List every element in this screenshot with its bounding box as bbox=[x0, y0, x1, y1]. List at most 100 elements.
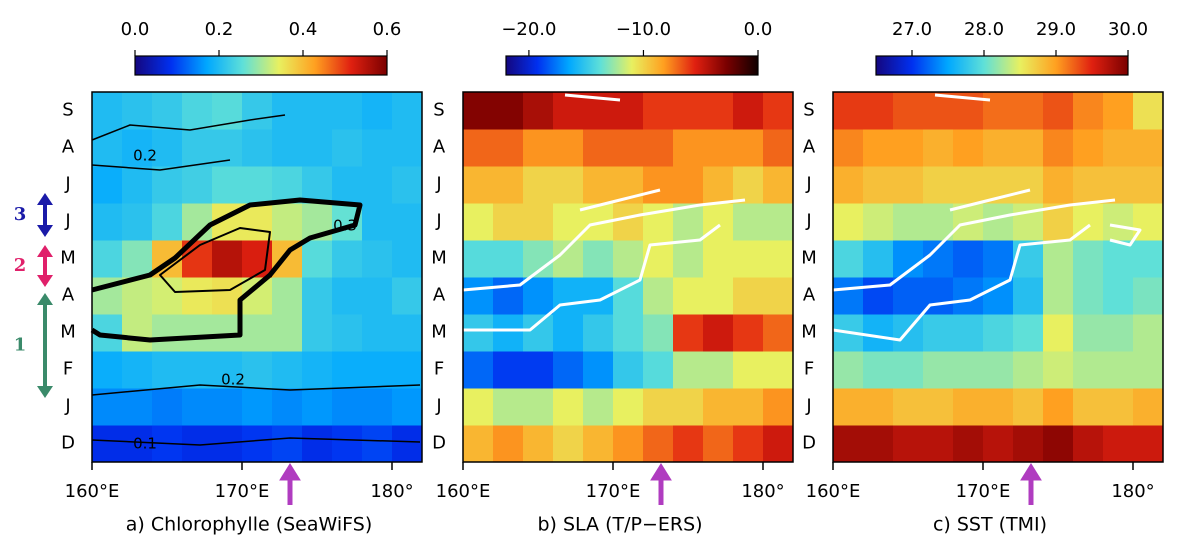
y-tick-label: J bbox=[805, 396, 811, 417]
heatmap-cell bbox=[673, 351, 704, 389]
phase-arrow-head bbox=[37, 193, 53, 237]
y-tick-label: J bbox=[64, 396, 70, 417]
heatmap-cell bbox=[923, 92, 954, 130]
heatmap-cell bbox=[362, 425, 393, 463]
heatmap-cell bbox=[1043, 351, 1074, 389]
heatmap-cell bbox=[833, 129, 864, 167]
heatmap-cell bbox=[122, 425, 153, 463]
heatmap-cell bbox=[833, 425, 864, 463]
heatmap-cell bbox=[953, 129, 984, 167]
y-tick-label: J bbox=[64, 211, 70, 232]
contour-line bbox=[90, 197, 363, 343]
heatmap-cell bbox=[392, 351, 423, 389]
heatmap-cell bbox=[92, 203, 123, 241]
plot-frame bbox=[91, 91, 423, 463]
heatmap-cell bbox=[613, 92, 644, 130]
plot-frame bbox=[462, 91, 794, 463]
heatmap-cell bbox=[242, 166, 273, 204]
heatmap-cell bbox=[833, 203, 864, 241]
heatmap-cell bbox=[122, 129, 153, 167]
heatmap-cell bbox=[863, 240, 894, 278]
heatmap-cell bbox=[242, 314, 273, 352]
heatmap-cell bbox=[302, 425, 333, 463]
heatmap-cell bbox=[613, 351, 644, 389]
heatmap-cell bbox=[182, 351, 213, 389]
heatmap-cell bbox=[122, 92, 153, 130]
heatmap-cell bbox=[1103, 314, 1134, 352]
heatmap-cell bbox=[1133, 388, 1164, 426]
heatmap-cell bbox=[763, 129, 794, 167]
heatmap-cell bbox=[242, 388, 273, 426]
heatmap-cell bbox=[362, 277, 393, 315]
heatmap-cell bbox=[553, 351, 584, 389]
heatmap-cell bbox=[122, 314, 153, 352]
phase-label: 3 bbox=[14, 204, 27, 225]
heatmap-cell bbox=[152, 92, 183, 130]
heatmap-cell bbox=[763, 388, 794, 426]
heatmap-cell bbox=[1133, 129, 1164, 167]
heatmap-cell bbox=[1103, 203, 1134, 241]
heatmap-cell bbox=[272, 425, 303, 463]
panel-caption: c) SST (TMI) bbox=[933, 514, 1047, 536]
heatmap-cell bbox=[1073, 92, 1104, 130]
heatmap-cell bbox=[703, 425, 734, 463]
heatmap-cell bbox=[643, 425, 674, 463]
heatmap-cell bbox=[242, 92, 273, 130]
heatmap-cell bbox=[1043, 314, 1074, 352]
heatmap-cell bbox=[302, 129, 333, 167]
panel-caption: a) Chlorophylle (SeaWiFS) bbox=[126, 514, 372, 536]
y-tick-label: S bbox=[62, 100, 73, 121]
contour-label: 0.1 bbox=[133, 435, 157, 453]
heatmap-cell bbox=[463, 240, 494, 278]
heatmap-cell bbox=[392, 388, 423, 426]
phase-label: 1 bbox=[14, 335, 27, 356]
heatmap-cell bbox=[1103, 92, 1134, 130]
colorbar bbox=[134, 55, 388, 76]
heatmap-cell bbox=[362, 351, 393, 389]
colorbar-tick-label: −20.0 bbox=[501, 19, 556, 40]
heatmap-cell bbox=[733, 277, 764, 315]
heatmap-cell bbox=[923, 203, 954, 241]
heatmap-cell bbox=[643, 203, 674, 241]
heatmap-cell bbox=[332, 388, 363, 426]
contour-line bbox=[832, 93, 1142, 342]
heatmap-cell bbox=[733, 388, 764, 426]
heatmap-cell bbox=[553, 203, 584, 241]
heatmap-cell bbox=[643, 277, 674, 315]
heatmap-cell bbox=[953, 314, 984, 352]
heatmap-cell bbox=[242, 351, 273, 389]
heatmap-cell bbox=[983, 351, 1014, 389]
heatmap-cell bbox=[613, 277, 644, 315]
heatmap-cell bbox=[332, 166, 363, 204]
heatmap-cell bbox=[392, 240, 423, 278]
arrows bbox=[279, 463, 1042, 505]
heatmap-cell bbox=[302, 92, 333, 130]
heatmap-cell bbox=[362, 92, 393, 130]
heatmap-cell bbox=[242, 129, 273, 167]
heatmap-cell bbox=[1013, 425, 1044, 463]
colorbar-tick-label: 0.0 bbox=[121, 19, 150, 40]
heatmap-cell bbox=[493, 314, 524, 352]
colorbar-tick-label: 0.0 bbox=[744, 19, 773, 40]
heatmap-cell bbox=[983, 203, 1014, 241]
heatmap-cell bbox=[703, 92, 734, 130]
heatmap-cell bbox=[92, 351, 123, 389]
heatmap-cell bbox=[703, 277, 734, 315]
colorbar-tick-label: 0.4 bbox=[289, 19, 318, 40]
colorbar-tick-label: 28.0 bbox=[964, 19, 1004, 40]
heatmap-cell bbox=[1073, 388, 1104, 426]
heatmap-cell bbox=[983, 388, 1014, 426]
heatmap-cell bbox=[392, 92, 423, 130]
heatmap-cell bbox=[463, 314, 494, 352]
contour-label: 0.3 bbox=[333, 217, 357, 235]
heatmap-cell bbox=[463, 277, 494, 315]
heatmap-cell bbox=[643, 388, 674, 426]
heatmap-cell bbox=[392, 277, 423, 315]
heatmap-cell bbox=[953, 166, 984, 204]
heatmap-cell bbox=[212, 240, 243, 278]
heatmap-cell bbox=[893, 92, 924, 130]
heatmap-cell bbox=[302, 351, 333, 389]
heatmap-cell bbox=[863, 388, 894, 426]
heatmap-cell bbox=[953, 240, 984, 278]
colorbar-tick-label: 29.0 bbox=[1036, 19, 1076, 40]
